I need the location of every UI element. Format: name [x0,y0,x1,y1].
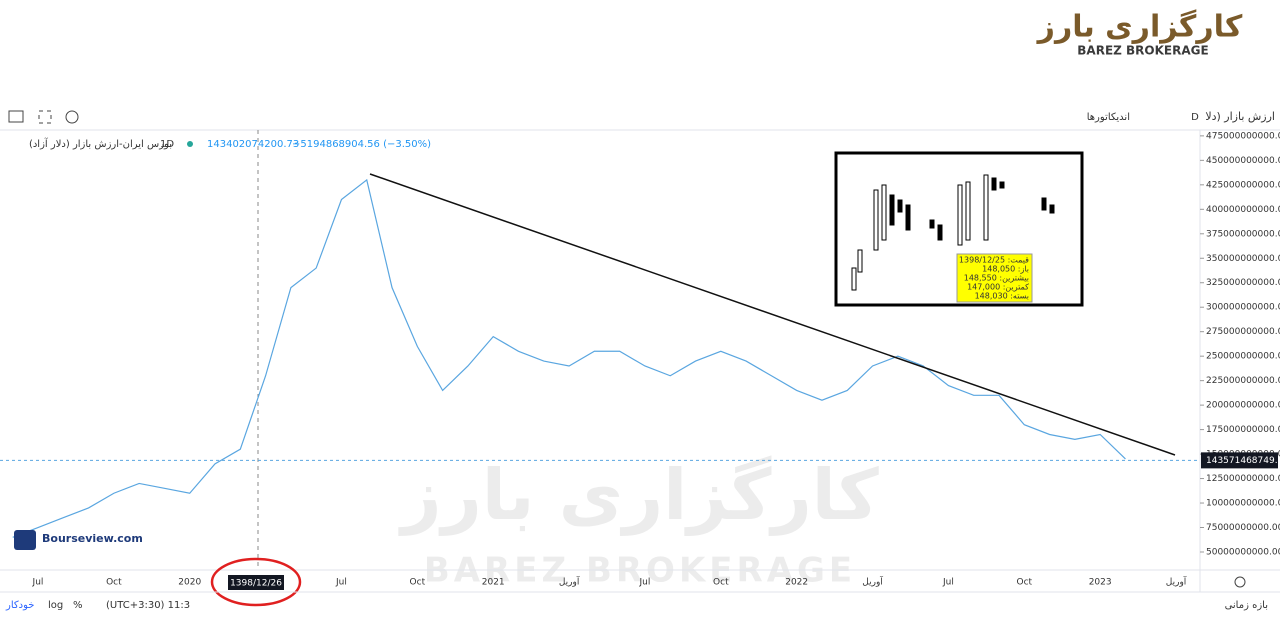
y-tick-label: 275000000000.00 [1206,327,1280,337]
y-tick-label: 100000000000.00 [1206,499,1280,509]
x-tick-label: آوریل [1166,576,1187,588]
inset-close: بسته: 148,030 [975,292,1029,301]
legend-interval: 1D [160,139,174,150]
crosshair-box [228,575,284,590]
highlight-circle [210,557,302,607]
fullscreen-icon[interactable] [38,110,52,124]
inset-tooltip [956,253,1033,303]
x-tick-label: آوریل [559,576,580,588]
y-tick-label: 50000000000.00 [1206,547,1280,557]
x-tick-label: Oct [106,578,122,588]
toolbar [0,105,1280,130]
y-tick-label: 125000000000.00 [1206,474,1280,484]
legend-change: −5194868904.56 (−3.50%) [292,139,431,150]
logo-latin: BAREZ BROKERAGE [1077,44,1208,58]
y-tick-label: 225000000000.00 [1206,376,1280,386]
y-tick-label: 450000000000.00 [1206,156,1280,166]
inset-open: باز: 148,050 [982,265,1029,274]
x-tick-label: Oct [1017,578,1033,588]
toolbar-indicators[interactable]: اندیکاتورها [1087,112,1130,123]
x-tick-label: Jul [639,578,651,588]
y-tick-label: 350000000000.00 [1206,254,1280,264]
x-tick-label: 2021 [482,578,505,588]
y-tick-label: 250000000000.00 [1206,352,1280,362]
x-tick-label: Oct [713,578,729,588]
source-icon [14,530,36,550]
watermark: کارگزاری بارز [398,454,879,536]
legend-price: 143402074200.73 [207,139,299,150]
toolbar-symbol[interactable]: ارزش بازار (دلا [1205,110,1275,123]
y-tick-label: 325000000000.00 [1206,278,1280,288]
y-tick-label: 475000000000.00 [1206,131,1280,141]
x-tick-label: Oct [410,578,426,588]
legend-title: بورس ایران-ارزش بازار (دلار آزاد) [29,137,172,150]
y-tick-label: 75000000000.00 [1206,523,1280,533]
y-tick-label: 200000000000.00 [1206,401,1280,411]
legend-dot [187,141,193,147]
inset-date: قیمت: 1398/12/25 [959,256,1029,265]
crosshair-label: 1398/12/26 [230,579,282,589]
y-tick-label: 375000000000.00 [1206,229,1280,239]
y-tick-label: 175000000000.00 [1206,425,1280,435]
price-line [12,178,1126,538]
log-button[interactable]: log [48,600,63,611]
logo-name: کارگزاری بارز [1036,9,1243,45]
x-tick-label: 2020 [178,578,201,588]
toolbar-interval[interactable]: D [1191,112,1199,123]
range-button[interactable]: بازه زمانی [1225,600,1268,611]
inset-low: کمترین: 147,000 [967,283,1029,292]
camera-icon[interactable] [8,110,24,123]
inset-high: بیشترین: 148,550 [964,274,1029,283]
y-tick-label: 425000000000.00 [1206,180,1280,190]
trend-line [369,173,1176,456]
x-tick-label: Jul [32,578,44,588]
inset-candles [851,174,1055,291]
last-value-label: 143571468749.10 [1206,456,1280,466]
x-tick-label: Jul [942,578,954,588]
auto-button[interactable]: خودکار [5,600,34,611]
last-value-box [1201,452,1278,469]
settings-icon[interactable] [65,110,79,124]
x-tick-label: 2022 [785,578,808,588]
axis-settings[interactable] [1234,576,1246,588]
inset: قیمت: 1398/12/25 باز: 148,050 بیشترین: 1… [834,151,1084,307]
x-tick-label: آوریل [862,576,883,588]
timezone[interactable]: (UTC+3:30) 11:3 [106,600,190,611]
y-tick-label: 300000000000.00 [1206,303,1280,313]
y-tick-label: 400000000000.00 [1206,205,1280,215]
source: Bourseview.com [42,532,143,545]
percent-button[interactable]: % [73,600,83,611]
x-tick-label: 2023 [1089,578,1112,588]
x-tick-label: Jul [335,578,347,588]
